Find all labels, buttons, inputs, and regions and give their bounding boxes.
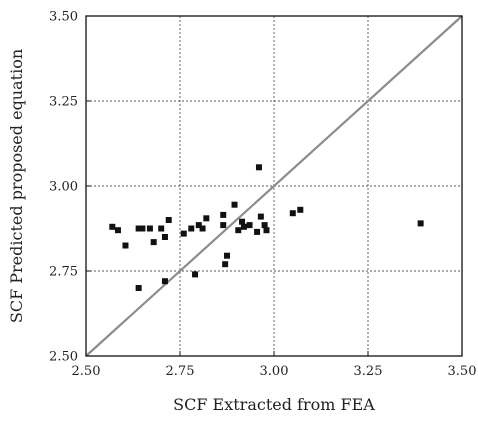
reference-line bbox=[85, 15, 463, 357]
data-point bbox=[165, 217, 172, 223]
data-points bbox=[109, 164, 424, 291]
data-point bbox=[235, 227, 242, 234]
data-point bbox=[203, 215, 210, 222]
data-point bbox=[161, 234, 168, 240]
x-tick-label: 3.00 bbox=[260, 364, 289, 379]
y-axis-title: SCF Predicted proposed equation bbox=[7, 49, 26, 323]
y-tick-label: 3.50 bbox=[49, 10, 78, 25]
data-point bbox=[246, 222, 253, 229]
data-point bbox=[199, 225, 206, 232]
data-point bbox=[224, 252, 230, 259]
data-point bbox=[158, 225, 165, 232]
x-axis-title: SCF Extracted from FEA bbox=[173, 395, 375, 414]
x-tick-label: 2.75 bbox=[166, 364, 195, 379]
y-tick-label: 2.50 bbox=[49, 350, 78, 365]
data-point bbox=[254, 228, 261, 235]
data-point bbox=[289, 210, 296, 217]
axis-ticks: 2.50 2.75 3.00 3.25 3.50 2.50 2.75 3.00 3.25 3.50 bbox=[49, 10, 476, 380]
data-point bbox=[135, 285, 142, 291]
y-tick-label: 3.25 bbox=[49, 95, 78, 110]
data-point bbox=[417, 220, 424, 227]
data-point bbox=[220, 222, 227, 229]
data-point bbox=[122, 242, 129, 249]
data-point bbox=[231, 201, 238, 208]
data-point bbox=[240, 223, 247, 230]
data-point bbox=[146, 225, 153, 232]
data-point bbox=[257, 213, 264, 220]
data-point bbox=[297, 206, 304, 213]
y-tick-label: 3.00 bbox=[49, 180, 78, 195]
data-point bbox=[114, 227, 121, 234]
data-point bbox=[261, 222, 268, 229]
data-point bbox=[180, 230, 187, 237]
data-point bbox=[222, 261, 229, 268]
data-point bbox=[255, 164, 262, 171]
data-point bbox=[109, 223, 116, 230]
y-tick-label: 2.75 bbox=[49, 265, 78, 280]
data-point bbox=[135, 225, 142, 232]
data-point bbox=[139, 225, 146, 232]
x-tick-label: 3.50 bbox=[448, 364, 477, 379]
data-point bbox=[195, 222, 202, 229]
data-point bbox=[263, 227, 270, 234]
data-point bbox=[150, 239, 157, 246]
data-point bbox=[188, 225, 195, 232]
x-tick-label: 2.50 bbox=[72, 364, 101, 379]
data-point bbox=[161, 278, 168, 285]
data-point bbox=[220, 211, 227, 218]
data-point bbox=[192, 271, 199, 278]
data-point bbox=[239, 218, 246, 225]
x-tick-label: 3.25 bbox=[354, 364, 383, 379]
